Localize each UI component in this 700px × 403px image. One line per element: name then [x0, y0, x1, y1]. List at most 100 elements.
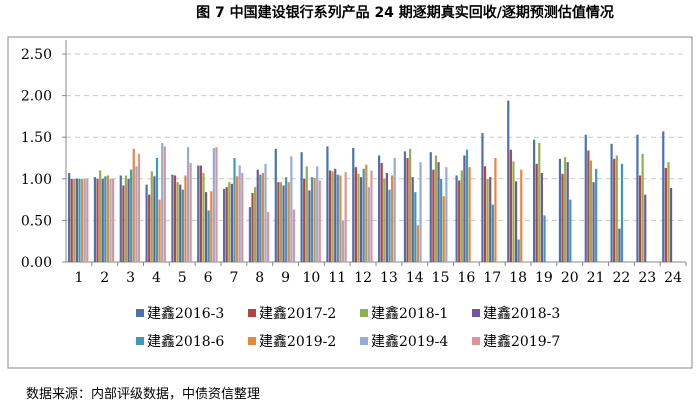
bar-建鑫2018-6-14: [414, 192, 417, 262]
chart-title: 图 7 中国建设银行系列产品 24 期逐期真实回收/逐期预测估值情况: [196, 5, 614, 21]
bar-建鑫2017-2-12: [354, 167, 357, 262]
bar-建鑫2019-7-10: [318, 180, 321, 262]
bar-建鑫2016-3-11: [326, 146, 329, 262]
bar-建鑫2019-4-5: [186, 147, 190, 262]
bar-建鑫2019-4-9: [290, 156, 293, 262]
bar-建鑫2018-6-2: [104, 176, 107, 262]
bar-建鑫2016-3-8: [248, 207, 252, 262]
bar-建鑫2016-3-20: [558, 158, 562, 262]
bar-建鑫2016-3-4: [145, 184, 148, 262]
bar-建鑫2017-2-11: [328, 170, 332, 262]
bar-建鑫2016-3-16: [455, 175, 458, 262]
bar-建鑫2017-2-1: [70, 178, 73, 262]
bar-建鑫2019-2-13: [391, 175, 394, 262]
bar-建鑫2018-6-10: [310, 177, 314, 262]
bar-建鑫2019-4-8: [264, 163, 267, 262]
bar-建鑫2016-3-14: [403, 151, 407, 262]
bar-建鑫2018-6-11: [336, 174, 339, 262]
bar-建鑫2017-2-24: [664, 167, 667, 262]
bar-建鑫2019-4-11: [341, 220, 345, 262]
bar-建鑫2018-1-9: [279, 182, 283, 262]
bar-建鑫2018-6-16: [465, 149, 469, 262]
bar-建鑫2016-3-18: [507, 100, 510, 262]
bar-建鑫2019-2-7: [236, 176, 239, 262]
bar-建鑫2017-2-14: [406, 158, 409, 262]
bar-建鑫2017-2-7: [225, 187, 228, 262]
bar-建鑫2018-1-2: [99, 170, 102, 262]
bar-建鑫2019-2-9: [287, 182, 290, 262]
x-tick-label: 17: [483, 270, 501, 286]
bar-建鑫2016-3-9: [274, 148, 277, 262]
x-tick-label: 5: [178, 270, 187, 286]
bar-建鑫2019-7-5: [189, 162, 192, 262]
chart-frame: [7, 36, 693, 369]
bar-建鑫2017-2-19: [535, 163, 538, 262]
bar-建鑫2016-3-13: [378, 155, 381, 262]
x-tick-label: 19: [535, 270, 553, 286]
bar-建鑫2018-1-19: [538, 143, 541, 262]
bar-建鑫2016-3-19: [533, 139, 536, 262]
bar-建鑫2019-2-10: [313, 177, 316, 262]
x-tick-label: 11: [328, 270, 346, 286]
bar-建鑫2018-1-7: [228, 182, 231, 262]
bar-建鑫2019-7-3: [137, 153, 141, 262]
bar-建鑫2018-3-13: [385, 172, 388, 262]
bar-建鑫2017-2-16: [458, 180, 461, 262]
bar-建鑫2018-6-15: [440, 178, 443, 262]
bar-建鑫2019-7-1: [86, 178, 89, 262]
bar-建鑫2017-2-8: [251, 192, 254, 262]
bar-建鑫2019-2-11: [339, 175, 342, 262]
bar-建鑫2018-6-18: [517, 239, 520, 262]
bar-建鑫2019-4-10: [316, 166, 319, 262]
bar-建鑫2019-7-11: [344, 172, 347, 262]
bar-建鑫2017-2-3: [122, 185, 125, 262]
x-tick-label: 1: [74, 270, 83, 286]
bar-建鑫2018-6-20: [569, 199, 572, 262]
bar-建鑫2018-1-10: [305, 166, 308, 262]
bar-建鑫2019-2-6: [210, 191, 213, 262]
bar-建鑫2017-2-22: [613, 158, 616, 262]
bar-建鑫2019-7-2: [112, 178, 115, 262]
bar-建鑫2018-6-5: [181, 189, 184, 262]
x-tick-label: 16: [458, 270, 476, 286]
bar-建鑫2017-2-15: [432, 169, 435, 262]
bar-建鑫2018-3-15: [437, 162, 440, 262]
bar-建鑫2018-6-13: [388, 189, 391, 262]
x-tick-label: 2: [100, 270, 109, 286]
x-tick-label: 4: [152, 270, 161, 286]
x-tick-label: 23: [638, 270, 656, 286]
legend-swatch: [472, 337, 480, 345]
bar-建鑫2018-1-11: [331, 171, 334, 262]
legend-swatch: [136, 309, 144, 317]
bar-建鑫2018-6-22: [620, 163, 624, 262]
bar-建鑫2018-1-5: [176, 182, 179, 262]
bar-建鑫2019-2-12: [365, 164, 368, 262]
bar-建鑫2019-2-17: [494, 158, 497, 262]
bar-建鑫2018-3-4: [153, 176, 156, 262]
legend-label: 建鑫2019-7: [483, 333, 560, 350]
x-tick-label: 18: [509, 270, 527, 286]
bar-建鑫2016-3-2: [93, 177, 97, 262]
legend-label: 建鑫2018-6: [147, 333, 224, 350]
bar-建鑫2018-3-5: [179, 184, 182, 262]
bar-建鑫2019-4-3: [135, 166, 138, 262]
bar-建鑫2018-1-24: [667, 162, 670, 262]
bar-建鑫2018-3-22: [618, 228, 621, 262]
bar-建鑫2019-4-13: [393, 158, 396, 262]
y-tick-label: 1.50: [21, 130, 52, 146]
bar-建鑫2018-1-4: [150, 171, 153, 262]
legend-swatch: [360, 309, 368, 317]
bar-建鑫2018-1-17: [486, 178, 489, 262]
bar-建鑫2016-3-22: [610, 143, 613, 262]
bar-建鑫2018-3-8: [256, 169, 259, 262]
bar-建鑫2018-1-21: [589, 160, 593, 262]
x-tick-label: 7: [229, 270, 238, 286]
legend-label: 建鑫2018-3: [483, 305, 560, 322]
x-tick-label: 12: [354, 270, 372, 286]
bar-建鑫2017-2-20: [561, 173, 564, 262]
bar-建鑫2019-7-8: [267, 212, 270, 262]
bar-建鑫2016-3-6: [197, 165, 200, 262]
bar-建鑫2018-3-12: [359, 177, 363, 262]
bar-建鑫2019-7-12: [370, 170, 373, 262]
legend-label: 建鑫2019-4: [371, 333, 448, 350]
